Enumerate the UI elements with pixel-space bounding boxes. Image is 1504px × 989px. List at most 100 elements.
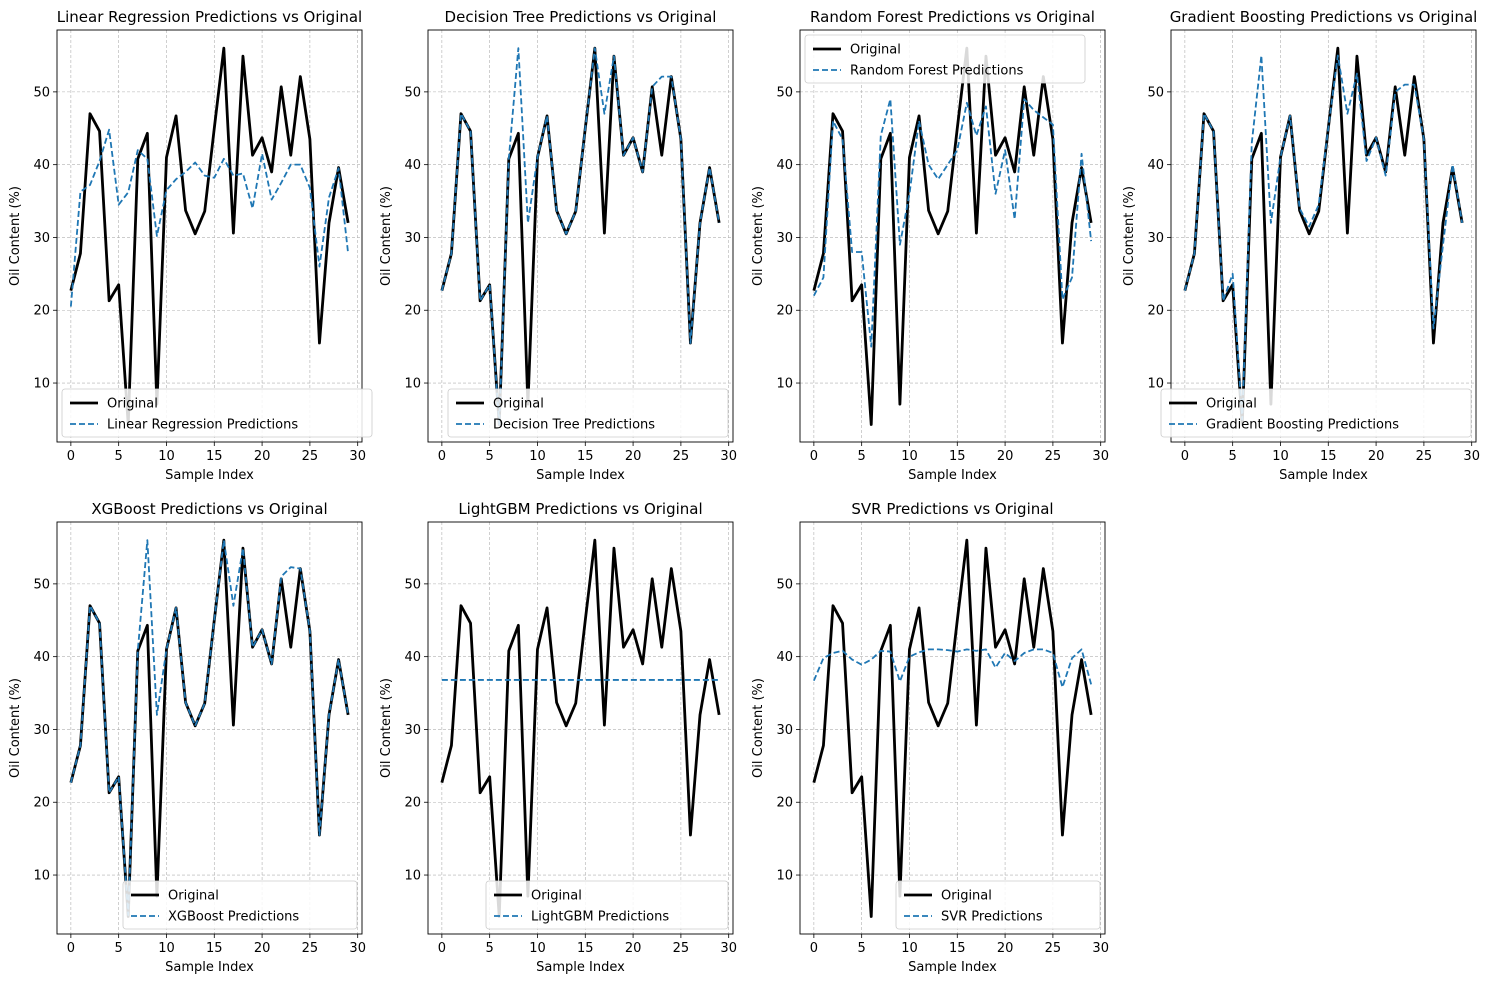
y-tick-label: 30 (776, 231, 793, 246)
x-tick-label: 30 (349, 941, 366, 956)
x-tick-label: 30 (349, 449, 366, 464)
x-tick-label: 15 (206, 941, 223, 956)
y-tick-label: 10 (33, 377, 50, 392)
x-tick-label: 5 (115, 941, 123, 956)
x-tick-label: 30 (720, 449, 737, 464)
chart-title: LightGBM Predictions vs Original (458, 500, 702, 518)
legend-box (122, 880, 358, 930)
legend: Original LightGBM Predictions (485, 880, 729, 930)
axes-frame (799, 29, 1106, 443)
subplot-6: 0 5 10 15 20 25 30 10 20 30 40 50 LightGBM Predictio… (379, 500, 737, 975)
x-axis-label: Sample Index (1279, 468, 1368, 483)
x-tick-label: 10 (529, 449, 546, 464)
legend: Original Gradient Boosting Predictions (1160, 388, 1472, 438)
series-lines (1183, 46, 1464, 426)
y-tick-label: 40 (404, 158, 421, 173)
original-series-line (69, 46, 350, 426)
subplot-1: 0 5 10 15 20 25 30 10 20 30 40 50 Linear Regression … (8, 8, 373, 483)
y-tick-label: 20 (33, 796, 50, 811)
y-tick-label: 50 (776, 577, 793, 592)
x-tick-label: 20 (254, 941, 271, 956)
legend-label: XGBoost Predictions (168, 910, 299, 925)
chart-title: Random Forest Predictions vs Original (810, 8, 1095, 26)
x-tick-label: 25 (302, 449, 319, 464)
x-tick-label: 15 (577, 449, 594, 464)
y-tick-label: 20 (33, 304, 50, 319)
x-tick-label: 5 (1229, 449, 1237, 464)
x-axis-label: Sample Index (908, 468, 997, 483)
y-axis-label: Oil Content (%) (379, 678, 394, 778)
x-axis-label: Sample Index (165, 468, 254, 483)
legend-box (895, 880, 1101, 930)
y-tick-label: 20 (776, 304, 793, 319)
original-series-line (812, 46, 1093, 426)
legend-label: Original (850, 43, 901, 58)
axes-frame (56, 521, 363, 935)
x-tick-label: 10 (529, 941, 546, 956)
chart-title: SVR Predictions vs Original (851, 500, 1053, 518)
y-axis-label: Oil Content (%) (8, 186, 23, 286)
y-tick-label: 10 (404, 869, 421, 884)
legend-box (447, 388, 729, 438)
legend: Original Decision Tree Predictions (447, 388, 729, 438)
chart-title: Linear Regression Predictions vs Origina… (57, 8, 362, 26)
legend-label: Linear Regression Predictions (107, 418, 298, 433)
prediction-series-line (69, 128, 350, 307)
chart-title: Gradient Boosting Predictions vs Origina… (1170, 8, 1478, 26)
x-tick-label: 20 (625, 449, 642, 464)
y-tick-label: 30 (404, 231, 421, 246)
x-tick-label: 0 (438, 449, 446, 464)
legend-label: Original (941, 889, 992, 904)
y-tick-label: 50 (404, 85, 421, 100)
original-series-line (812, 538, 1093, 918)
x-tick-label: 30 (1092, 449, 1109, 464)
x-axis-label: Sample Index (536, 960, 625, 975)
legend-label: SVR Predictions (941, 910, 1043, 925)
x-tick-label: 0 (1181, 449, 1189, 464)
x-tick-label: 5 (858, 941, 866, 956)
series-lines (69, 46, 350, 426)
x-tick-label: 15 (206, 449, 223, 464)
legend-label: Original (168, 889, 219, 904)
subplot-4: 0 5 10 15 20 25 30 10 20 30 40 50 Gradient Boosting … (1122, 8, 1480, 483)
x-tick-label: 0 (810, 449, 818, 464)
prediction-series-line (1183, 54, 1464, 421)
y-tick-label: 30 (776, 723, 793, 738)
x-axis-label: Sample Index (908, 960, 997, 975)
y-tick-label: 10 (776, 377, 793, 392)
y-tick-label: 30 (33, 723, 50, 738)
x-tick-label: 25 (1045, 941, 1062, 956)
series-lines (440, 538, 721, 918)
legend-label: Original (107, 397, 158, 412)
x-tick-label: 15 (949, 449, 966, 464)
x-tick-label: 20 (997, 449, 1014, 464)
y-axis-label: Oil Content (%) (751, 186, 766, 286)
prediction-series-line (813, 648, 1093, 689)
x-tick-label: 10 (901, 449, 918, 464)
y-tick-label: 50 (1147, 85, 1164, 100)
x-tick-label: 0 (438, 941, 446, 956)
subplot-5: 0 5 10 15 20 25 30 10 20 30 40 50 XGBoost Prediction… (8, 500, 366, 975)
y-tick-label: 40 (776, 158, 793, 173)
legend-label: Original (493, 397, 544, 412)
legend: Original Random Forest Predictions (804, 34, 1086, 84)
y-tick-label: 50 (33, 577, 50, 592)
y-tick-label: 20 (776, 796, 793, 811)
x-tick-label: 10 (158, 449, 175, 464)
y-tick-label: 50 (33, 85, 50, 100)
series-lines (812, 46, 1093, 426)
subplot-3: 0 5 10 15 20 25 30 10 20 30 40 50 Random Forest Pred… (751, 8, 1109, 483)
y-tick-label: 10 (1147, 377, 1164, 392)
legend-label: LightGBM Predictions (531, 910, 669, 925)
y-tick-label: 50 (404, 577, 421, 592)
y-tick-label: 10 (404, 377, 421, 392)
legend: Original SVR Predictions (895, 880, 1101, 930)
y-tick-label: 40 (776, 650, 793, 665)
legend-label: Gradient Boosting Predictions (1206, 418, 1399, 433)
x-tick-label: 20 (625, 941, 642, 956)
axes-frame (427, 29, 734, 443)
y-tick-label: 30 (33, 231, 50, 246)
y-tick-label: 10 (776, 869, 793, 884)
x-tick-label: 15 (1320, 449, 1337, 464)
x-tick-label: 25 (302, 941, 319, 956)
